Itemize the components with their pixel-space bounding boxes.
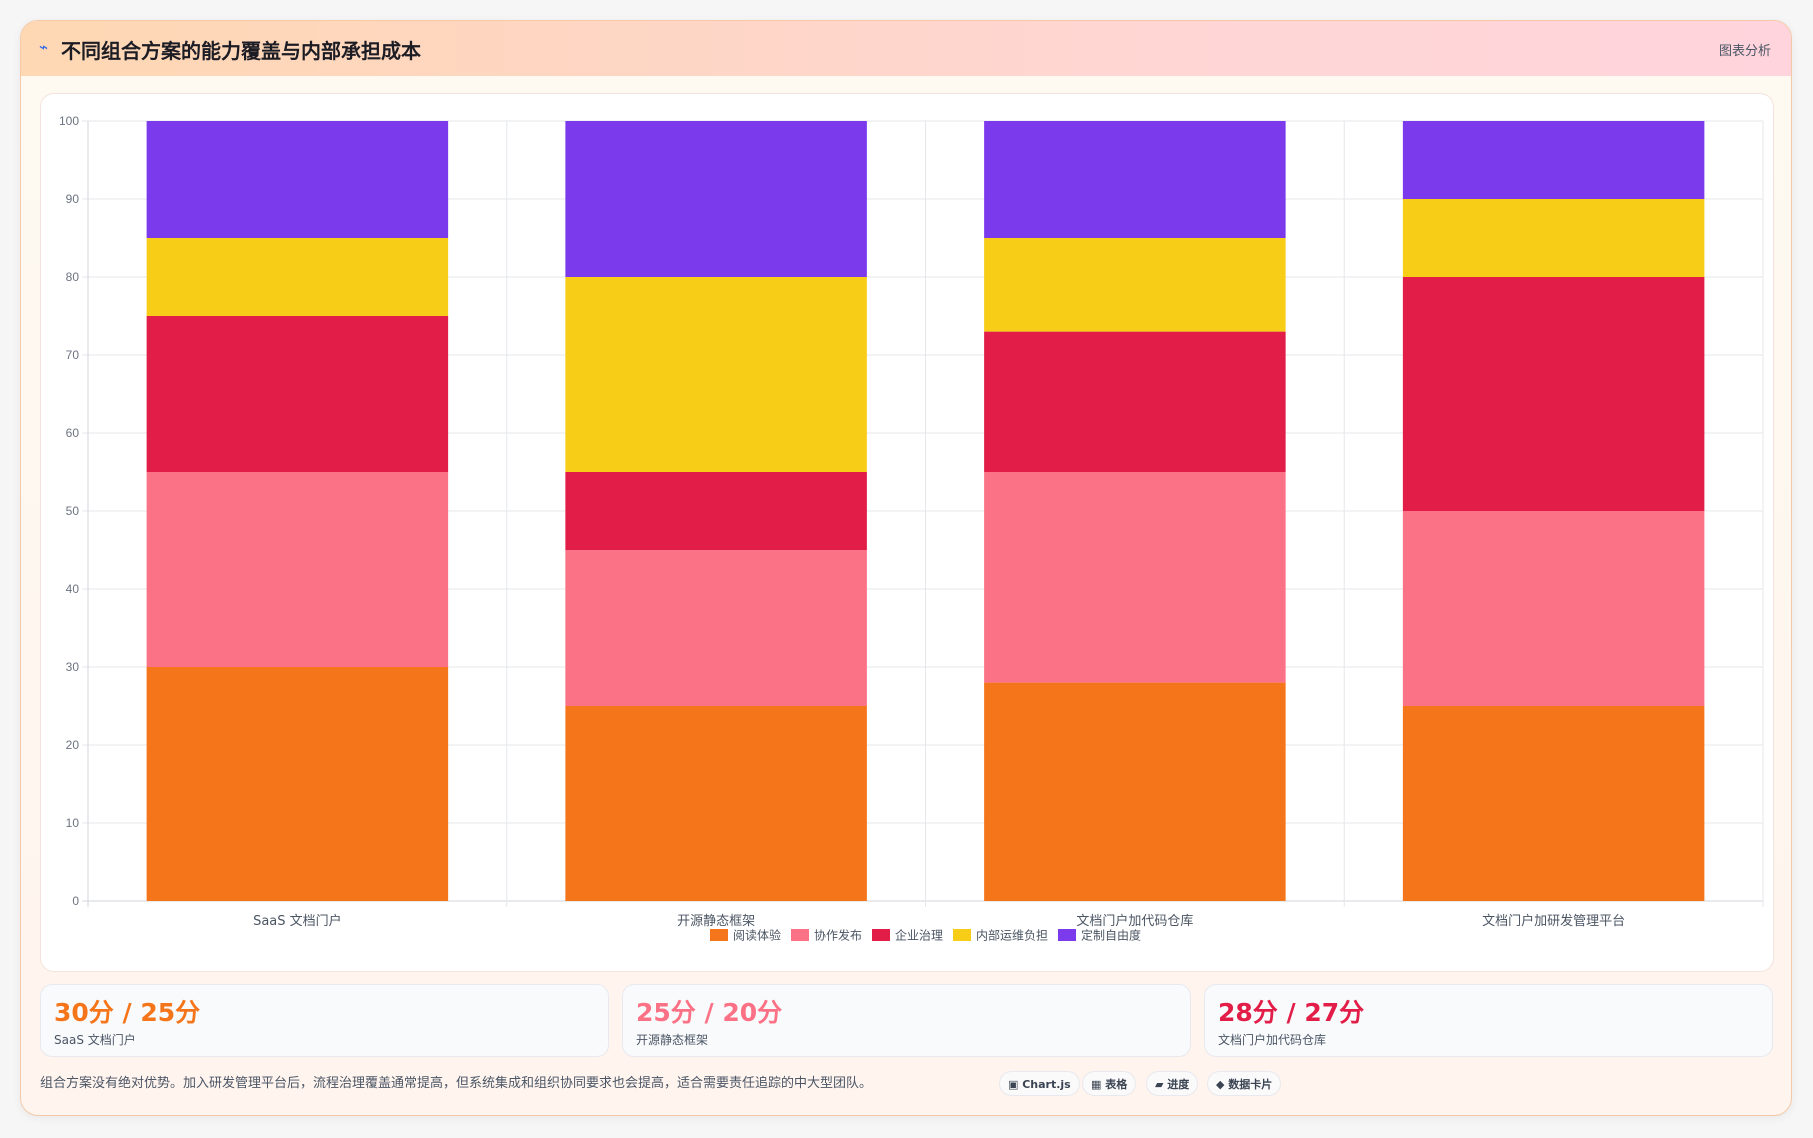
bar-segment — [984, 682, 1286, 901]
bar-segment — [984, 331, 1286, 472]
y-tick-label: 80 — [66, 270, 80, 284]
y-tick-label: 10 — [66, 816, 80, 830]
bar-segment — [1402, 121, 1705, 199]
tag-progress[interactable]: ▰ 进度 — [1146, 1071, 1199, 1096]
bar-segment — [1402, 706, 1705, 901]
tag-data-card[interactable]: ◆ 数据卡片 — [1207, 1071, 1282, 1096]
card-header: ⌁ 不同组合方案的能力覆盖与内部承担成本 图表分析 — [21, 21, 1791, 76]
legend-swatch — [871, 929, 890, 941]
y-tick-label: 40 — [66, 582, 80, 596]
bar-segment — [146, 121, 449, 238]
y-tick-label: 50 — [66, 504, 80, 518]
legend-label: 企业治理 — [895, 928, 943, 943]
stat-card-portal-repo: 28分 / 27分 文档门户加代码仓库 — [1204, 984, 1773, 1057]
y-tick-label: 70 — [66, 348, 80, 362]
legend-label: 阅读体验 — [733, 928, 781, 943]
bar-segment — [146, 238, 449, 316]
bar-segment — [1402, 199, 1705, 277]
y-tick-label: 90 — [66, 192, 80, 206]
bar-segment — [146, 316, 449, 472]
footnote: 组合方案没有绝对优势。加入研发管理平台后，流程治理覆盖通常提高，但系统集成和组织… — [40, 1076, 873, 1091]
bar-segment — [146, 667, 449, 901]
bar-segment — [565, 550, 867, 706]
stat-value: 30分 / 25分 — [54, 998, 201, 1027]
legend-swatch — [790, 929, 809, 941]
tag-chartjs[interactable]: ▣ Chart.js — [999, 1071, 1080, 1096]
tag-table[interactable]: ▦ 表格 — [1082, 1071, 1137, 1096]
stat-card-open-source: 25分 / 20分 开源静态框架 — [622, 984, 1191, 1057]
legend-label: 内部运维负担 — [976, 928, 1048, 943]
x-tick-label: SaaS 文档门户 — [253, 913, 342, 929]
chart-analysis-link[interactable]: 图表分析 — [1718, 44, 1771, 59]
x-tick-label: 开源静态框架 — [677, 914, 755, 929]
bar-segment — [565, 121, 867, 277]
bar-segment — [984, 472, 1286, 683]
stat-card-saas: 30分 / 25分 SaaS 文档门户 — [40, 984, 609, 1057]
bar-segment — [1402, 277, 1705, 511]
x-tick-label: 文档门户加研发管理平台 — [1482, 913, 1625, 929]
bar-segment — [565, 472, 867, 550]
stat-label: SaaS 文档门户 — [54, 1033, 136, 1047]
stacked-bar-chart: 0 10 20 30 40 50 60 70 80 90 100 SaaS 文档门户 开源静态框架 文档门… — [59, 114, 1764, 943]
page-title: 不同组合方案的能力覆盖与内部承担成本 — [61, 39, 421, 63]
bar-segment — [565, 277, 867, 472]
analysis-card: ⌁ 不同组合方案的能力覆盖与内部承担成本 图表分析 0 10 20 30 40 50 60 7… — [20, 20, 1792, 1116]
legend-label: 定制自由度 — [1081, 928, 1141, 943]
legend-label: 协作发布 — [814, 928, 862, 943]
y-tick-label: 100 — [59, 114, 79, 128]
bar-segment — [984, 238, 1286, 332]
stat-value: 28分 / 27分 — [1218, 998, 1365, 1027]
y-tick-label: 60 — [66, 426, 80, 440]
y-tick-label: 30 — [66, 660, 80, 674]
y-tick-label: 0 — [72, 894, 79, 908]
chart-icon: ⌁ — [39, 38, 49, 56]
bar-segment — [984, 121, 1286, 238]
bar-segment — [1402, 511, 1705, 706]
legend-swatch — [709, 929, 728, 941]
bar-segment — [565, 706, 867, 901]
x-tick-label: 文档门户加代码仓库 — [1076, 913, 1193, 929]
legend-swatch — [953, 929, 972, 941]
stat-label: 开源静态框架 — [636, 1033, 709, 1047]
stat-value: 25分 / 20分 — [636, 998, 783, 1027]
chart-panel: 0 10 20 30 40 50 60 70 80 90 100 SaaS 文档门户 开源静态框架 文档门… — [40, 93, 1774, 972]
stat-label: 文档门户加代码仓库 — [1218, 1033, 1327, 1047]
y-tick-label: 20 — [66, 738, 80, 752]
legend-swatch — [1058, 929, 1077, 941]
bar-segment — [146, 472, 449, 667]
